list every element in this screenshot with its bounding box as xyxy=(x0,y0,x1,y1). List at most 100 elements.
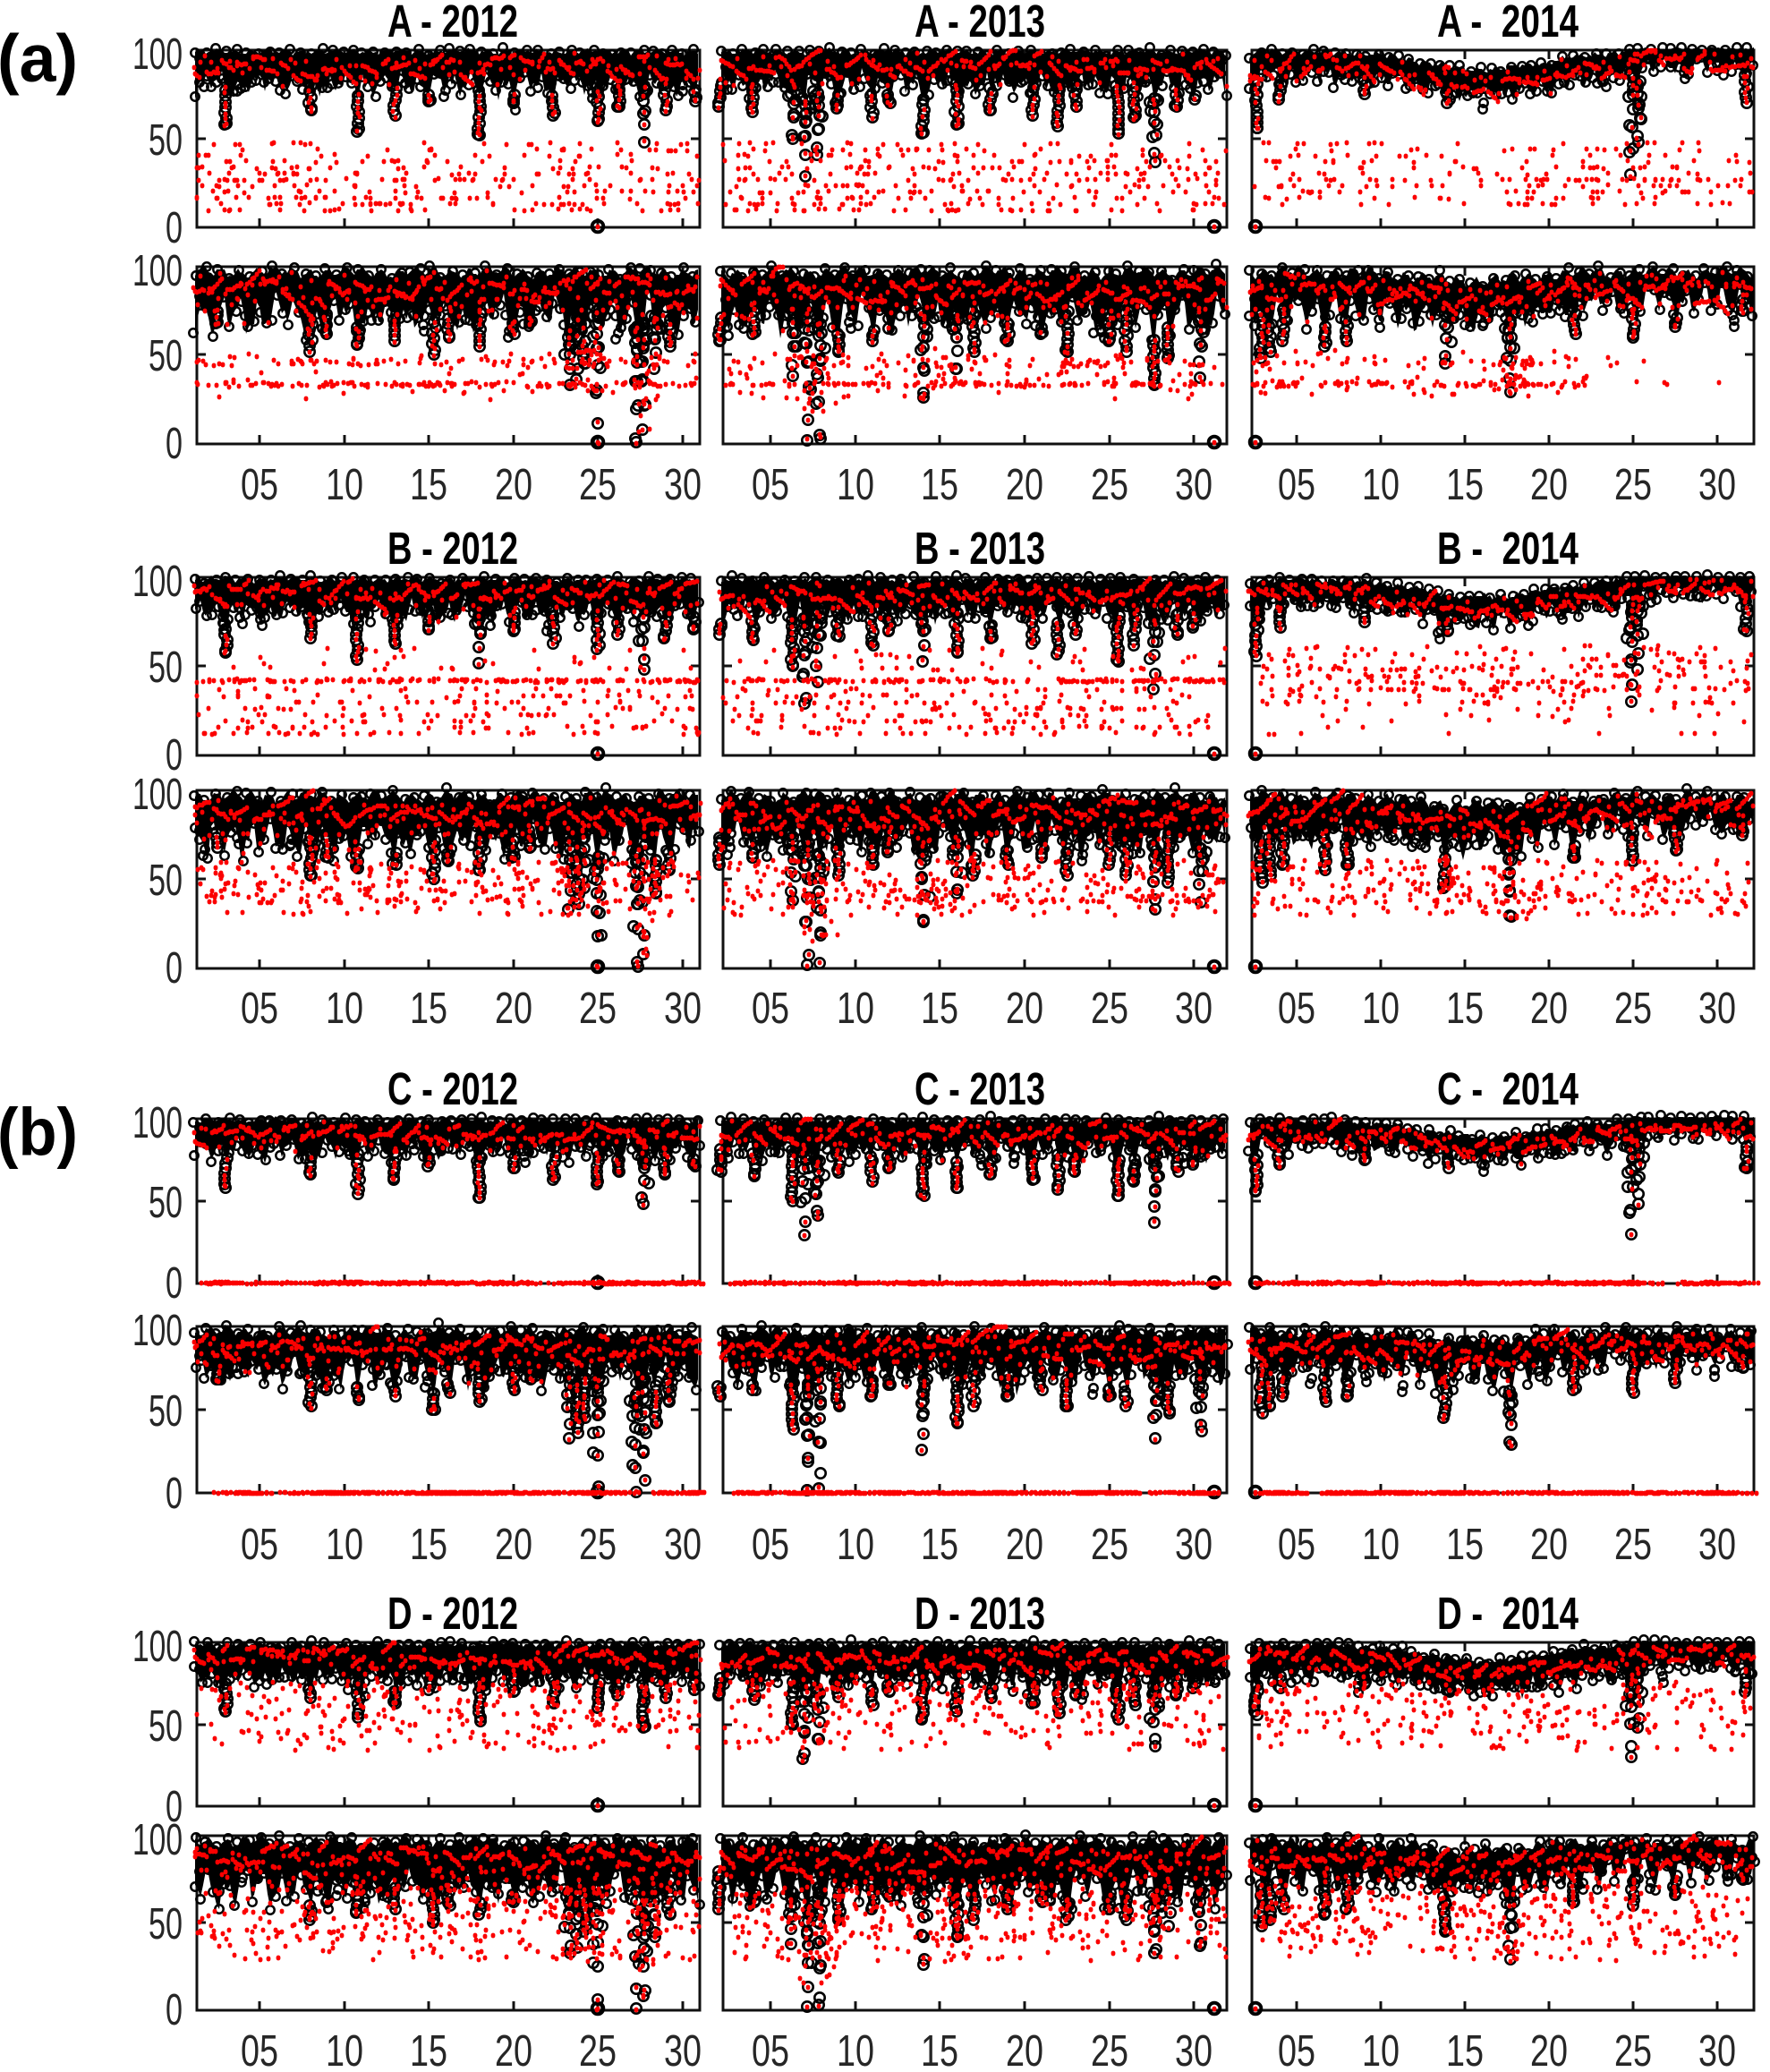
svg-text:10: 10 xyxy=(326,460,363,509)
svg-text:30: 30 xyxy=(664,1520,702,1569)
svg-text:15: 15 xyxy=(1446,2026,1484,2072)
svg-text:25: 25 xyxy=(579,1520,617,1569)
svg-text:30: 30 xyxy=(1175,460,1213,509)
svg-text:20: 20 xyxy=(1530,2026,1568,2072)
svg-text:25: 25 xyxy=(1091,1520,1128,1569)
svg-text:30: 30 xyxy=(1175,2026,1213,2072)
svg-text:20: 20 xyxy=(495,984,532,1033)
svg-text:10: 10 xyxy=(837,460,874,509)
svg-text:0: 0 xyxy=(166,943,183,993)
svg-text:15: 15 xyxy=(1446,460,1484,509)
svg-text:20: 20 xyxy=(1006,984,1043,1033)
svg-text:0: 0 xyxy=(166,730,183,780)
svg-text:25: 25 xyxy=(1614,1520,1652,1569)
svg-text:05: 05 xyxy=(1278,984,1315,1033)
svg-text:C - 2013: C - 2013 xyxy=(915,1063,1045,1114)
svg-text:30: 30 xyxy=(1175,984,1213,1033)
svg-text:25: 25 xyxy=(1614,460,1652,509)
svg-text:50: 50 xyxy=(149,1899,183,1948)
svg-text:50: 50 xyxy=(149,856,183,905)
svg-text:05: 05 xyxy=(1278,460,1315,509)
svg-text:50: 50 xyxy=(149,1701,183,1751)
svg-text:20: 20 xyxy=(1530,460,1568,509)
svg-text:50: 50 xyxy=(149,115,183,165)
svg-text:50: 50 xyxy=(149,643,183,692)
svg-text:30: 30 xyxy=(1698,2026,1736,2072)
svg-text:100: 100 xyxy=(132,1622,183,1671)
svg-text:25: 25 xyxy=(579,460,617,509)
svg-text:20: 20 xyxy=(1006,460,1043,509)
svg-text:05: 05 xyxy=(241,2026,278,2072)
svg-text:15: 15 xyxy=(1446,984,1484,1033)
svg-text:15: 15 xyxy=(410,460,447,509)
svg-text:100: 100 xyxy=(132,246,183,295)
svg-text:10: 10 xyxy=(1362,460,1400,509)
svg-text:20: 20 xyxy=(495,460,532,509)
svg-text:0: 0 xyxy=(166,1258,183,1308)
svg-text:B - 2014: B - 2014 xyxy=(1437,523,1579,574)
svg-text:15: 15 xyxy=(410,2026,447,2072)
svg-text:100: 100 xyxy=(132,30,183,79)
svg-text:A - 2013: A - 2013 xyxy=(915,0,1045,47)
svg-text:05: 05 xyxy=(241,1520,278,1569)
svg-text:05: 05 xyxy=(752,2026,789,2072)
svg-text:100: 100 xyxy=(132,1815,183,1864)
svg-text:25: 25 xyxy=(579,2026,617,2072)
svg-text:15: 15 xyxy=(921,460,958,509)
svg-text:(a): (a) xyxy=(0,21,78,96)
svg-text:20: 20 xyxy=(495,1520,532,1569)
svg-text:25: 25 xyxy=(1091,2026,1128,2072)
svg-text:30: 30 xyxy=(1698,460,1736,509)
svg-text:10: 10 xyxy=(326,2026,363,2072)
svg-text:30: 30 xyxy=(1175,1520,1213,1569)
svg-text:A - 2014: A - 2014 xyxy=(1437,0,1579,47)
svg-text:10: 10 xyxy=(837,1520,874,1569)
svg-text:100: 100 xyxy=(132,1306,183,1355)
svg-text:30: 30 xyxy=(664,2026,702,2072)
svg-text:10: 10 xyxy=(326,1520,363,1569)
svg-text:25: 25 xyxy=(1091,984,1128,1033)
svg-text:20: 20 xyxy=(1530,984,1568,1033)
svg-text:15: 15 xyxy=(410,1520,447,1569)
svg-text:25: 25 xyxy=(1614,984,1652,1033)
svg-text:25: 25 xyxy=(1091,460,1128,509)
svg-text:15: 15 xyxy=(921,2026,958,2072)
svg-text:05: 05 xyxy=(241,984,278,1033)
svg-text:B - 2012: B - 2012 xyxy=(387,523,518,574)
svg-text:25: 25 xyxy=(1614,2026,1652,2072)
svg-text:A - 2012: A - 2012 xyxy=(387,0,518,47)
svg-text:10: 10 xyxy=(326,984,363,1033)
svg-text:0: 0 xyxy=(166,1985,183,2034)
svg-text:D - 2013: D - 2013 xyxy=(915,1588,1045,1639)
svg-text:10: 10 xyxy=(837,984,874,1033)
svg-text:10: 10 xyxy=(1362,1520,1400,1569)
svg-text:15: 15 xyxy=(1446,1520,1484,1569)
svg-text:20: 20 xyxy=(1006,1520,1043,1569)
svg-text:15: 15 xyxy=(921,1520,958,1569)
svg-text:05: 05 xyxy=(241,460,278,509)
svg-text:B - 2013: B - 2013 xyxy=(915,523,1045,574)
svg-text:0: 0 xyxy=(166,1782,183,1831)
svg-text:20: 20 xyxy=(1530,1520,1568,1569)
svg-text:30: 30 xyxy=(1698,984,1736,1033)
svg-text:20: 20 xyxy=(495,2026,532,2072)
svg-text:100: 100 xyxy=(132,1098,183,1147)
svg-text:25: 25 xyxy=(579,984,617,1033)
svg-text:15: 15 xyxy=(921,984,958,1033)
svg-text:50: 50 xyxy=(149,331,183,380)
svg-text:10: 10 xyxy=(1362,2026,1400,2072)
svg-text:30: 30 xyxy=(1698,1520,1736,1569)
svg-text:15: 15 xyxy=(410,984,447,1033)
svg-text:50: 50 xyxy=(149,1386,183,1436)
svg-text:0: 0 xyxy=(166,419,183,468)
svg-text:D - 2014: D - 2014 xyxy=(1437,1588,1579,1639)
svg-text:05: 05 xyxy=(752,984,789,1033)
svg-text:05: 05 xyxy=(752,1520,789,1569)
svg-text:10: 10 xyxy=(837,2026,874,2072)
svg-text:05: 05 xyxy=(1278,1520,1315,1569)
svg-text:C - 2014: C - 2014 xyxy=(1437,1063,1579,1114)
svg-text:0: 0 xyxy=(166,203,183,252)
svg-text:100: 100 xyxy=(132,557,183,606)
svg-text:10: 10 xyxy=(1362,984,1400,1033)
svg-text:05: 05 xyxy=(1278,2026,1315,2072)
